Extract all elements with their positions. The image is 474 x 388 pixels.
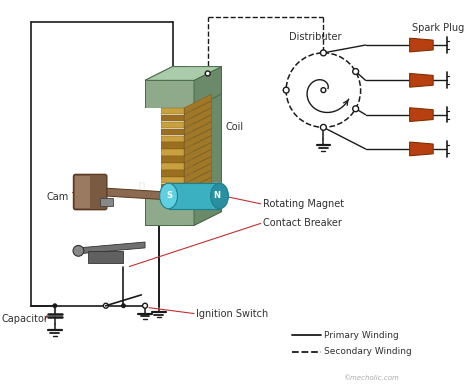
Text: Spark Plug: Spark Plug [411,23,464,33]
Circle shape [321,88,326,93]
Ellipse shape [210,183,228,209]
Polygon shape [184,170,212,191]
Polygon shape [75,177,90,208]
Polygon shape [161,177,184,184]
Text: ©mecholic.com: ©mecholic.com [343,375,399,381]
Text: S1: S1 [413,40,425,50]
Text: Ignition Switch: Ignition Switch [196,308,268,319]
Polygon shape [161,170,184,177]
Text: Distributer: Distributer [289,32,342,42]
Text: S: S [166,191,173,201]
Polygon shape [184,67,221,80]
Polygon shape [161,156,184,163]
Polygon shape [169,183,219,209]
Polygon shape [194,67,221,225]
Polygon shape [161,115,184,121]
Polygon shape [145,184,221,198]
Circle shape [143,303,147,308]
Polygon shape [161,108,184,114]
Polygon shape [161,135,184,142]
Polygon shape [184,177,212,197]
Text: Cam: Cam [46,192,68,202]
Polygon shape [161,121,184,128]
Text: Rotating Magnet: Rotating Magnet [263,199,344,209]
Polygon shape [100,198,113,206]
Circle shape [283,87,289,93]
Polygon shape [145,80,194,108]
Polygon shape [184,122,212,142]
Polygon shape [161,128,184,135]
Text: N: N [213,191,220,201]
Circle shape [353,106,359,112]
Polygon shape [161,184,184,191]
Polygon shape [161,149,184,156]
Circle shape [320,50,326,56]
Polygon shape [184,108,212,128]
Polygon shape [161,191,184,197]
Polygon shape [410,108,433,121]
Polygon shape [184,80,194,225]
Ellipse shape [160,183,177,209]
Polygon shape [145,80,161,225]
Polygon shape [410,142,433,156]
Circle shape [320,125,326,130]
Polygon shape [88,251,124,263]
Text: S4: S4 [413,144,425,153]
Polygon shape [145,67,188,80]
Polygon shape [184,115,212,135]
Polygon shape [410,73,433,87]
Polygon shape [184,142,212,163]
Circle shape [121,303,126,308]
Polygon shape [161,67,188,225]
Text: Contact Breaker: Contact Breaker [263,218,341,229]
Text: S3: S3 [413,110,425,119]
Polygon shape [161,163,184,170]
Polygon shape [194,67,221,108]
Circle shape [353,69,359,74]
Circle shape [73,246,84,256]
Polygon shape [105,188,169,200]
Text: Capacitor: Capacitor [2,314,49,324]
Text: mecholic.com: mecholic.com [138,179,225,192]
Circle shape [205,71,210,76]
Polygon shape [184,129,212,149]
Polygon shape [145,108,161,198]
Polygon shape [194,184,221,225]
Polygon shape [161,108,184,198]
Polygon shape [145,67,221,80]
Polygon shape [184,149,212,170]
Circle shape [103,303,108,308]
Text: Coil: Coil [226,122,244,132]
Text: S2: S2 [413,76,425,85]
Text: Primary Winding: Primary Winding [324,331,399,340]
Text: S: S [166,191,173,201]
FancyBboxPatch shape [73,174,107,210]
Polygon shape [145,198,194,225]
Polygon shape [78,242,145,254]
Polygon shape [161,142,184,149]
Polygon shape [184,94,212,114]
Text: Secondary Winding: Secondary Winding [324,347,412,356]
Polygon shape [410,38,433,52]
Circle shape [53,303,57,308]
Polygon shape [184,136,212,156]
Polygon shape [184,163,212,184]
Polygon shape [184,156,212,177]
Text: N: N [213,191,220,201]
Polygon shape [184,101,212,121]
